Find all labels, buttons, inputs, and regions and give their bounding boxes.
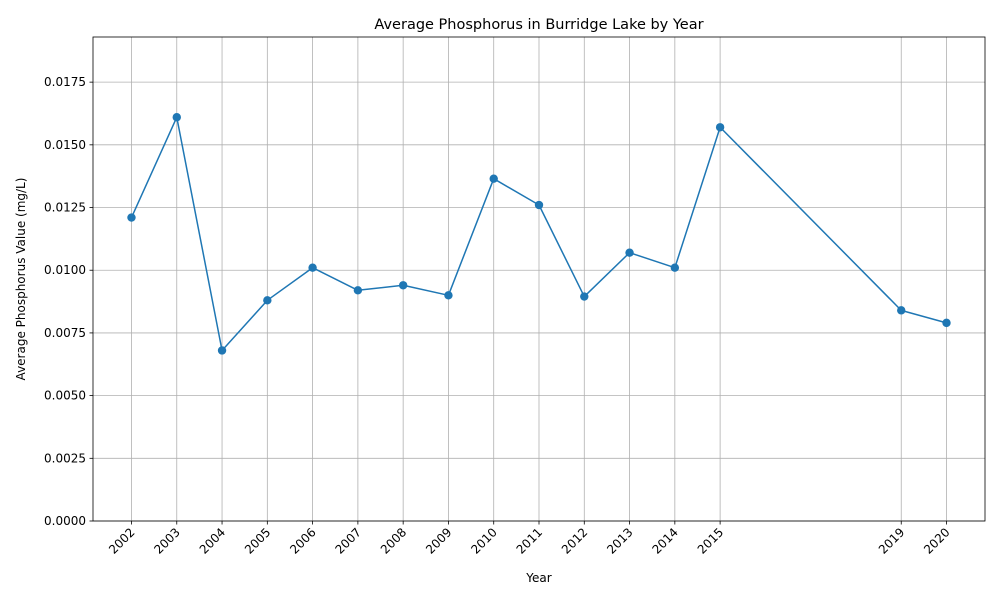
data-point-2006 <box>308 263 317 272</box>
series-line <box>130 116 947 352</box>
y-tick-label: 0.0175 <box>44 75 86 89</box>
data-point-2009 <box>444 291 453 300</box>
y-tick-label: 0.0050 <box>44 389 86 403</box>
y-tick-label: 0.0100 <box>44 263 86 277</box>
data-point-2010 <box>489 174 498 183</box>
y-tick-label: 0.0075 <box>44 326 86 340</box>
data-point-2003 <box>172 113 181 122</box>
y-tick-label: 0.0025 <box>44 451 86 465</box>
chart-title: Average Phosphorus in Burridge Lake by Y… <box>374 17 703 33</box>
x-axis-label: Year <box>525 571 551 585</box>
data-point-2007 <box>353 286 363 295</box>
data-point-2008 <box>398 281 408 290</box>
y-axis: 0.0000 0.0025 0.0050 0.0075 0.0100 0.0125 0.01… <box>44 75 93 528</box>
data-point-2014 <box>670 263 680 272</box>
data-point-2015 <box>715 123 725 132</box>
y-tick-label: 0.0125 <box>44 201 86 215</box>
data-point-2002 <box>127 213 136 222</box>
data-point-2004 <box>217 346 227 355</box>
series-layer <box>127 113 951 355</box>
y-tick-label: 0.0150 <box>44 138 86 152</box>
data-point-2012 <box>580 292 589 301</box>
data-point-2005 <box>263 296 272 305</box>
data-point-2019 <box>897 306 906 315</box>
data-point-2011 <box>534 200 544 210</box>
data-point-2013 <box>625 248 634 257</box>
y-tick-label: 0.0000 <box>44 514 86 528</box>
grid <box>93 37 985 522</box>
y-axis-label: Average Phosphorus Value (mg/L) <box>14 178 28 381</box>
data-point-2020 <box>942 318 951 328</box>
